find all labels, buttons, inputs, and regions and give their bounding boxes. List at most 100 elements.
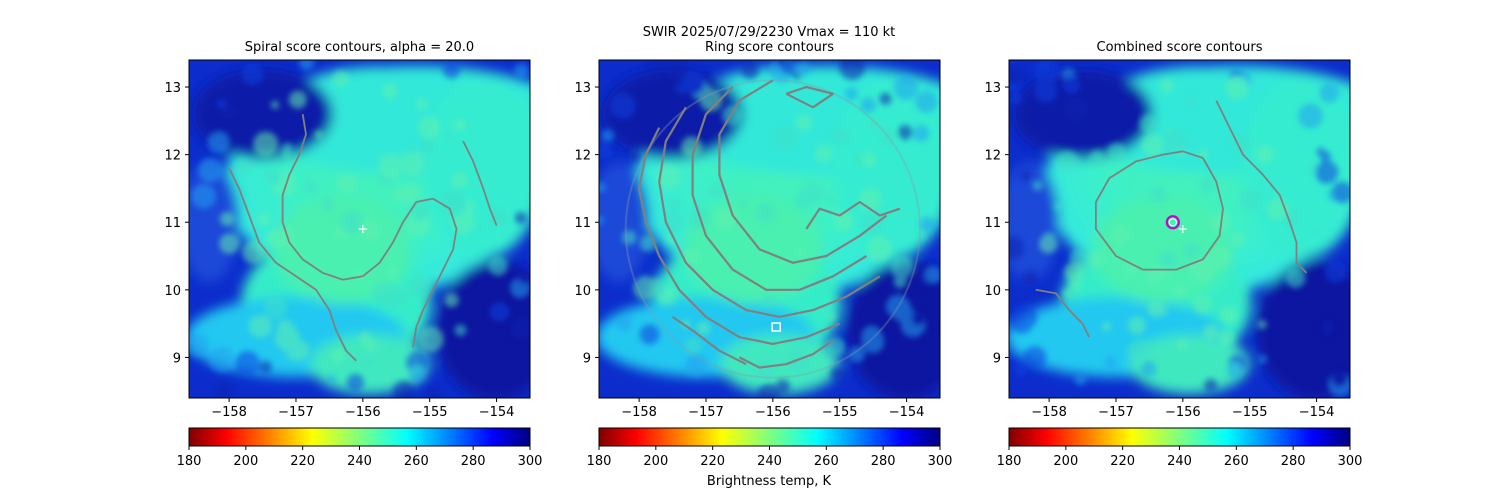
colorbar-tick-label: 180	[997, 454, 1022, 469]
texture-blob	[1009, 236, 1024, 260]
colorbar-tick-label: 240	[1167, 454, 1192, 469]
texture-blob	[780, 61, 795, 76]
colorbar-gradient	[1008, 427, 1351, 447]
y-tick-label: 12	[164, 149, 181, 164]
clear-se	[846, 260, 940, 398]
cloud-east	[1243, 78, 1350, 259]
texture-blob	[1126, 338, 1152, 364]
texture-blob	[405, 212, 431, 238]
texture-blob	[242, 240, 266, 265]
texture-blob	[932, 382, 940, 391]
texture-blob	[475, 223, 485, 232]
texture-blob	[601, 129, 615, 142]
panel-title: Spiral score contours, alpha = 20.0	[245, 40, 474, 55]
texture-blob	[825, 193, 836, 205]
colorbar-tick-label: 260	[814, 454, 839, 469]
texture-blob	[893, 75, 919, 101]
contour-line	[805, 200, 901, 230]
texture-blob	[189, 333, 210, 357]
colorbar-tick-label: 180	[587, 454, 612, 469]
texture-blob	[510, 316, 530, 340]
texture-blob	[621, 230, 637, 245]
x-tick-label: −156	[345, 405, 381, 420]
texture-blob	[866, 236, 892, 262]
texture-blob	[814, 144, 834, 163]
texture-blob	[451, 171, 469, 189]
texture-blob	[684, 336, 702, 355]
x-tick-label: −155	[412, 405, 448, 420]
colorbar-label: Brightness temp, K	[707, 474, 832, 489]
y-tick-label: 9	[173, 351, 181, 366]
panel-1: Spiral score contours, alpha = 20.0 −158 −…	[164, 40, 542, 469]
texture-blob	[332, 70, 349, 87]
colorbar-gradient	[188, 427, 531, 447]
texture-blob	[911, 311, 926, 326]
texture-blob	[1111, 225, 1131, 245]
colorbar-tick-label: 240	[347, 454, 372, 469]
texture-blob	[1139, 113, 1159, 134]
texture-blob	[444, 292, 459, 308]
texture-blob	[1204, 378, 1218, 392]
colorbar: 180 200 220 240 260 280 300	[997, 427, 1362, 469]
texture-blob	[1054, 202, 1063, 212]
texture-blob	[1159, 78, 1175, 94]
texture-blob	[675, 83, 686, 94]
texture-blob	[1034, 79, 1058, 103]
texture-blob	[795, 114, 813, 132]
texture-blob	[417, 115, 441, 139]
texture-blob	[303, 180, 318, 195]
figure-suptitle: SWIR 2025/07/29/2230 Vmax = 110 kt	[643, 25, 896, 40]
texture-blob	[1039, 234, 1058, 254]
texture-blob	[599, 182, 606, 193]
panel-2: Ring score contours −158 −157 −156 −155 −154 9…	[574, 40, 952, 469]
texture-blob	[514, 63, 530, 79]
satellite-image	[1009, 60, 1350, 398]
texture-blob	[321, 198, 336, 213]
cloud-core	[1092, 194, 1233, 305]
texture-blob	[667, 197, 683, 213]
y-tick-label: 11	[164, 216, 181, 231]
texture-blob	[388, 266, 398, 277]
contour-group	[228, 113, 498, 362]
texture-blob	[1014, 363, 1028, 377]
texture-blob	[684, 248, 700, 264]
texture-blob	[639, 324, 660, 345]
colorbar-tick-label: 180	[177, 454, 202, 469]
y-tick-label: 13	[574, 81, 591, 96]
texture-blob	[330, 348, 345, 362]
texture-blob	[339, 209, 364, 234]
contour-line	[1095, 150, 1224, 271]
texture-blob	[1314, 160, 1339, 184]
texture-blob	[649, 60, 663, 70]
texture-blob	[1157, 266, 1171, 280]
texture-blob	[1159, 250, 1178, 270]
texture-blob	[1218, 330, 1235, 346]
texture-blob	[897, 125, 913, 140]
cloud-east	[833, 78, 940, 259]
colorbar-tick-label: 220	[700, 454, 725, 469]
y-tick-label: 10	[574, 284, 591, 299]
texture-blob	[299, 60, 315, 71]
texture-blob	[885, 294, 910, 319]
texture-blob	[867, 117, 880, 130]
texture-blob	[488, 206, 509, 227]
texture-blob	[756, 202, 776, 223]
texture-blob	[409, 199, 430, 220]
texture-blob	[915, 90, 938, 113]
texture-blob	[1331, 370, 1348, 387]
panel-title: Ring score contours	[705, 40, 834, 55]
texture-blob	[1063, 97, 1089, 123]
texture-blob	[827, 313, 837, 322]
satellite-image	[189, 60, 530, 398]
texture-blob	[893, 274, 907, 289]
texture-blob	[256, 212, 271, 227]
clear-se	[436, 260, 530, 398]
texture-blob	[890, 255, 914, 279]
texture-blob	[687, 206, 711, 230]
texture-blob	[664, 60, 686, 80]
texture-blob	[1186, 96, 1197, 107]
x-tick-label: −155	[822, 405, 858, 420]
texture-blob	[1227, 363, 1243, 379]
texture-blob	[514, 211, 527, 225]
